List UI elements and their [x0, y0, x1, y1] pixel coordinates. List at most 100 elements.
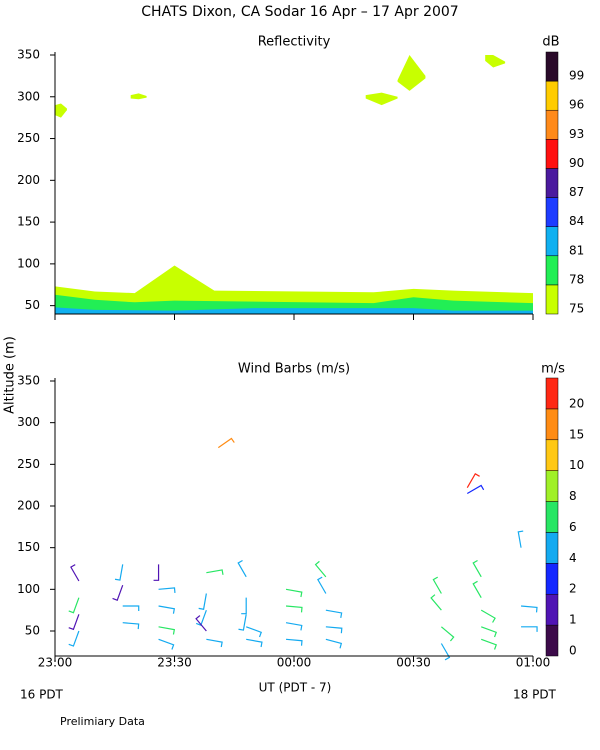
- x-tick-label: 23:30: [157, 656, 192, 670]
- colorbar-segment: [545, 197, 559, 227]
- wind-barb: [481, 638, 498, 650]
- wind-barb: [325, 609, 343, 618]
- x-tick-label: 00:30: [396, 656, 431, 670]
- colorbar-segment: [545, 532, 559, 564]
- y-tick-label: 100: [17, 256, 40, 270]
- colorbar-label: 96: [569, 98, 584, 112]
- y-tick-label: 100: [17, 582, 40, 596]
- colorbar-label: 6: [569, 520, 577, 534]
- colorbar-segment: [545, 255, 559, 286]
- wind-barb: [480, 609, 496, 623]
- y-tick-label: 150: [17, 540, 40, 554]
- wind-barb: [245, 626, 263, 638]
- colorbar-label: 81: [569, 243, 584, 257]
- colorbar-label: 75: [569, 302, 584, 316]
- colorbar-segment: [545, 51, 559, 82]
- wind-barb: [158, 605, 176, 614]
- wind-barb: [466, 472, 480, 488]
- contour-area: [55, 307, 533, 314]
- y-tick-label: 200: [17, 173, 40, 187]
- wind-barb: [314, 560, 327, 578]
- colorbar-label: 84: [569, 214, 584, 228]
- colorbar-segment: [545, 139, 559, 169]
- y-axis-label: Altitude (m): [3, 336, 18, 414]
- colorbar-segment: [545, 284, 559, 315]
- wind-barb: [246, 638, 263, 648]
- wind-barb: [440, 626, 455, 642]
- colorbar-segment: [545, 563, 559, 595]
- contour-area: [55, 103, 67, 118]
- colorbar-segment: [545, 470, 559, 502]
- colorbar-label: 20: [569, 396, 584, 410]
- y-tick-label: 150: [17, 215, 40, 229]
- colorbar-segment: [545, 377, 559, 410]
- colorbar-label: 78: [569, 272, 584, 286]
- colorbar-segment: [545, 226, 559, 257]
- wind-barb: [70, 564, 80, 582]
- y-tick-label: 300: [17, 415, 40, 429]
- wind-barb: [472, 580, 482, 598]
- contour-area: [485, 55, 506, 68]
- colorbar-label: 1: [569, 613, 577, 627]
- wind-barb: [198, 593, 207, 610]
- wind-barb: [158, 638, 175, 650]
- colorbar-segment: [545, 624, 559, 657]
- colorbar-label: 99: [569, 69, 584, 83]
- panel-title: Wind Barbs (m/s): [238, 362, 350, 377]
- wind-barb: [158, 587, 176, 593]
- y-tick-label: 50: [25, 298, 40, 312]
- wind-barb: [432, 576, 442, 594]
- wind-barb: [440, 643, 451, 661]
- wind-barb: [153, 564, 160, 581]
- page-title: CHATS Dixon, CA Sodar 16 Apr – 17 Apr 20…: [141, 4, 458, 20]
- wind-barb: [114, 564, 124, 581]
- contour-area: [397, 55, 426, 91]
- wind-barb: [466, 484, 485, 495]
- colorbar-label: 15: [569, 427, 584, 441]
- colorbar-segment: [545, 439, 559, 471]
- wind-barb: [122, 622, 140, 630]
- y-tick-label: 50: [25, 624, 40, 638]
- colorbar-title: m/s: [541, 362, 565, 377]
- start-label: 16 PDT: [20, 688, 64, 702]
- wind-barb: [68, 597, 80, 614]
- wind-barb: [68, 614, 80, 631]
- y-tick-label: 200: [17, 499, 40, 513]
- wind-barb: [195, 615, 207, 632]
- wind-barb: [122, 605, 140, 611]
- colorbar-segment: [545, 501, 559, 533]
- colorbar-label: 8: [569, 489, 577, 503]
- note: Prelimiary Data: [60, 715, 145, 728]
- colorbar-segment: [545, 593, 559, 626]
- x-tick-label: 23:00: [38, 656, 73, 670]
- x-tick-label: 01:00: [516, 656, 551, 670]
- colorbar-label: 2: [569, 582, 577, 596]
- colorbar-label: 93: [569, 127, 584, 141]
- wind-barb: [317, 576, 327, 594]
- y-tick-label: 300: [17, 89, 40, 103]
- y-tick-label: 250: [17, 457, 40, 471]
- wind-barb: [285, 588, 303, 598]
- colorbar-label: 0: [569, 644, 577, 658]
- y-tick-label: 250: [17, 131, 40, 145]
- wind-barb: [206, 638, 223, 648]
- wind-barb: [68, 630, 80, 647]
- x-axis-label: UT (PDT - 7): [259, 681, 332, 695]
- wind-barb: [217, 437, 235, 449]
- wind-barb: [325, 638, 343, 649]
- wind-barb: [521, 626, 538, 632]
- colorbar-segment: [545, 168, 559, 198]
- wind-barb: [241, 597, 247, 615]
- wind-barb: [206, 569, 224, 575]
- colorbar-label: 90: [569, 156, 584, 170]
- wind-barb: [285, 605, 303, 613]
- y-tick-label: 350: [17, 48, 40, 62]
- colorbar-segment: [545, 408, 559, 441]
- wind-barb: [158, 626, 176, 635]
- wind-barb: [481, 626, 498, 638]
- panel-title: Reflectivity: [258, 35, 331, 50]
- wind-barb: [285, 622, 303, 631]
- colorbar-label: 87: [569, 185, 584, 199]
- colorbar-label: 10: [569, 458, 584, 472]
